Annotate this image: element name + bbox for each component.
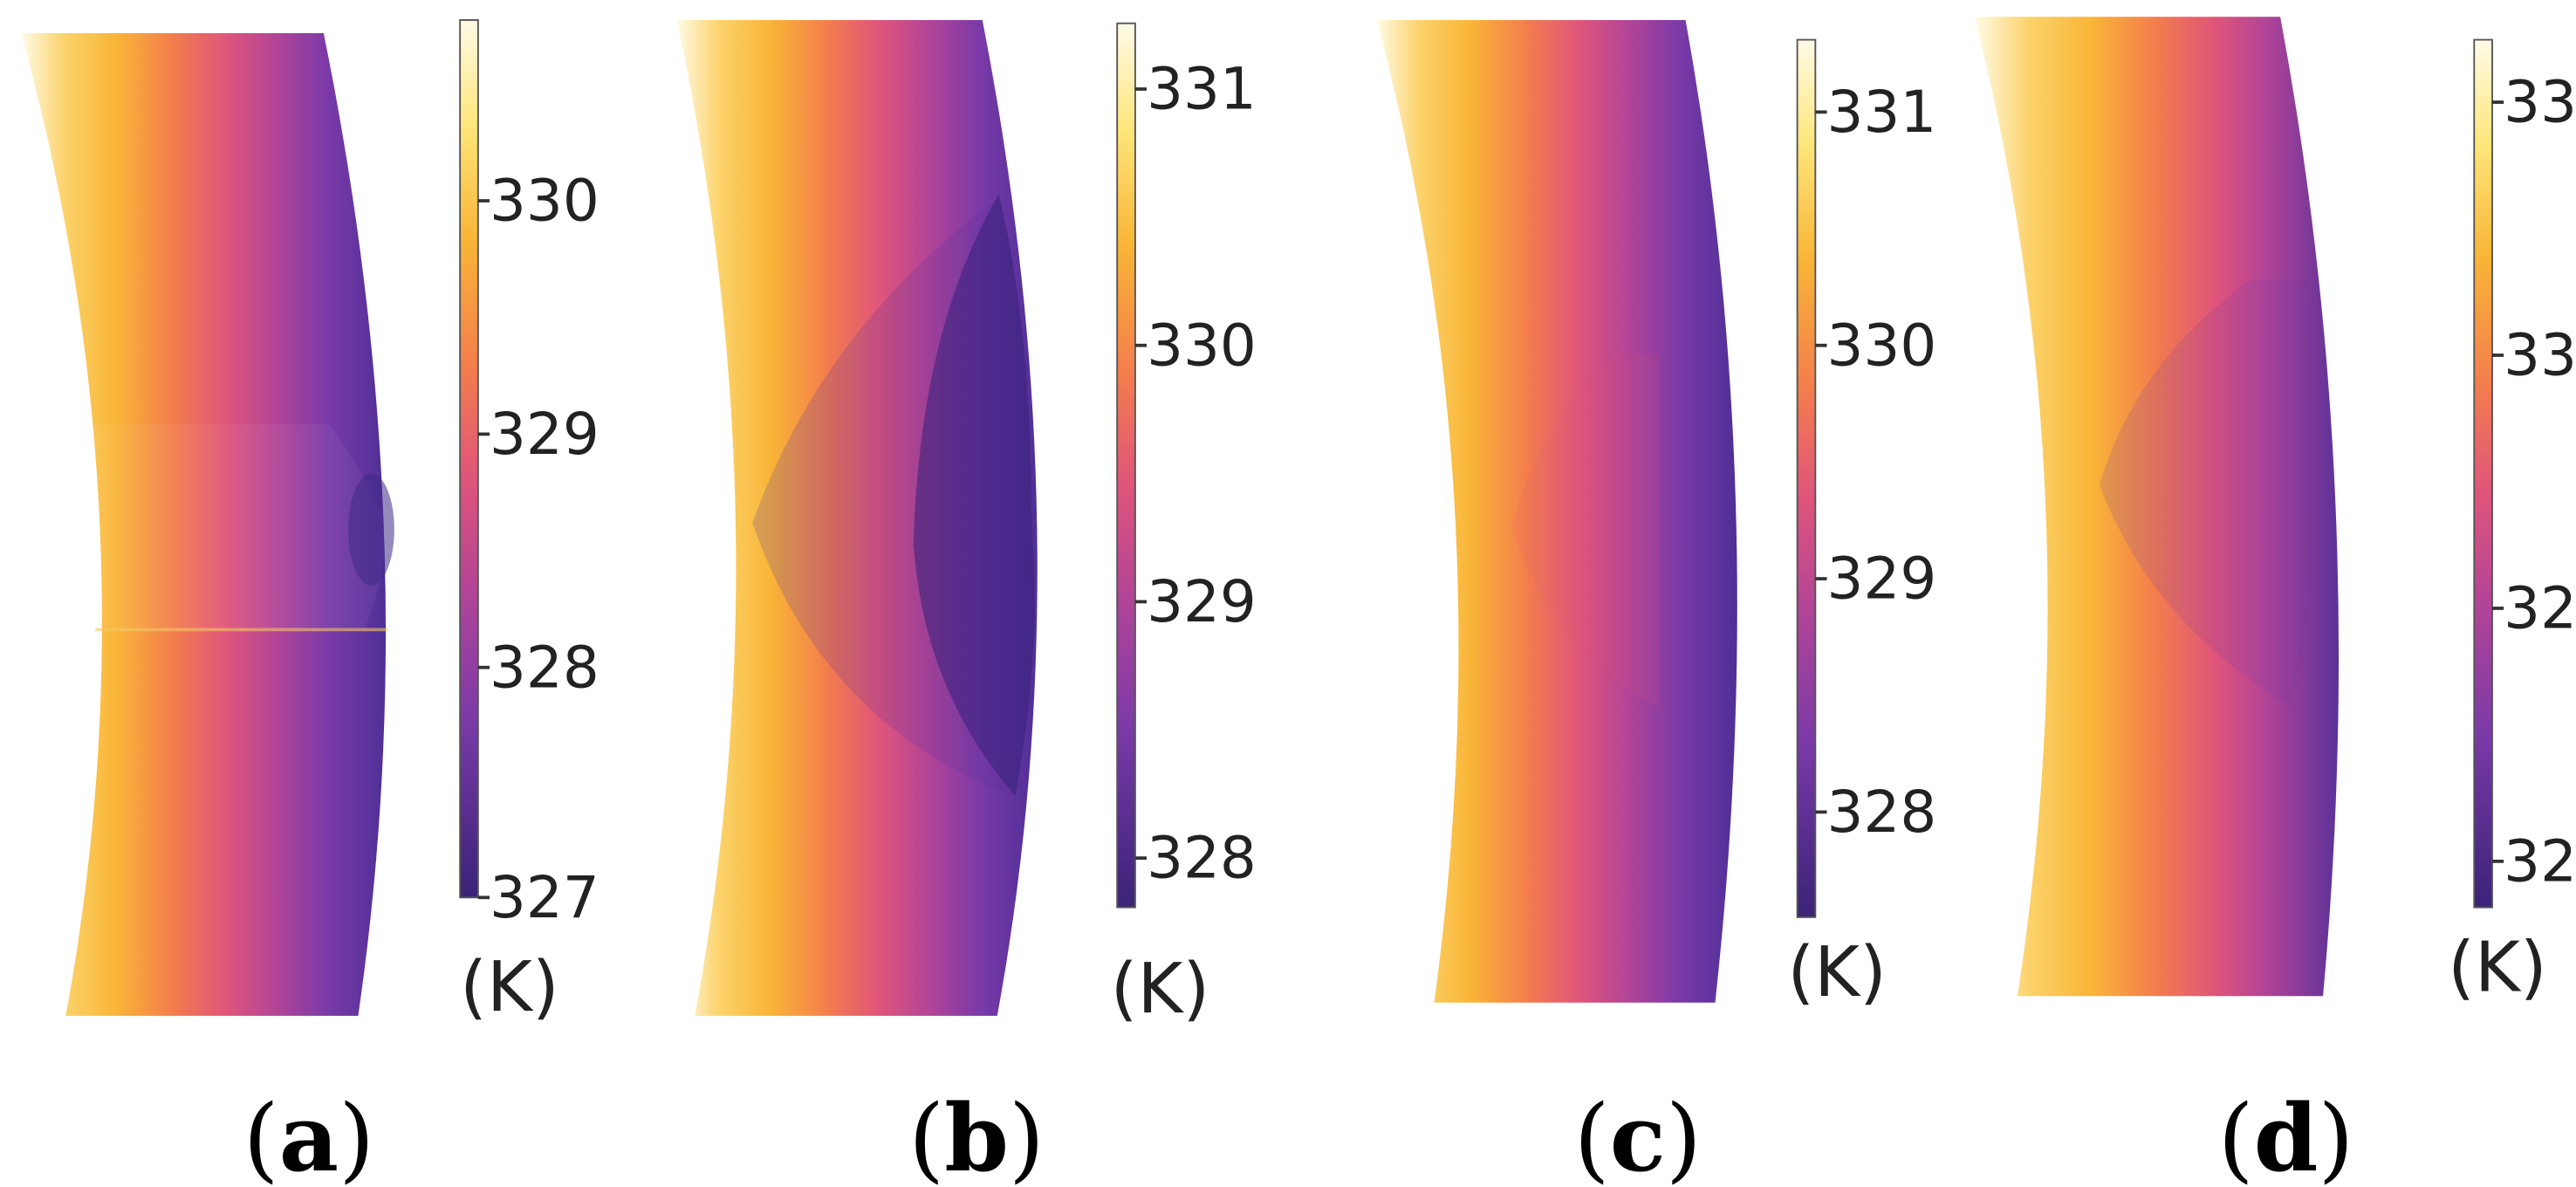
tick-label-c-3: 328 <box>1827 779 1937 846</box>
panel-d: 331 330 329 328 (K) <box>1974 17 2576 1008</box>
panel-caption-d: (d) <box>2218 1084 2354 1187</box>
colorbar-ticks-a <box>477 199 490 900</box>
tick-label-b-0: 331 <box>1147 56 1257 123</box>
panel-a: 330 329 328 327 (K) <box>21 19 599 1027</box>
colorbar-ticks-b <box>1134 87 1148 860</box>
tick-label-c-2: 329 <box>1827 545 1937 613</box>
cold-core-b <box>913 194 1035 796</box>
tick-label-a-0: 330 <box>490 168 599 235</box>
colorbar-b <box>1116 22 1136 909</box>
tick-label-b-2: 329 <box>1147 568 1257 635</box>
temperature-field-a <box>21 33 387 1016</box>
colorbar-a <box>459 19 479 899</box>
tick-label-d-2: 329 <box>2504 575 2576 642</box>
temperature-field-b <box>676 19 1038 1016</box>
panel-caption-b: (b) <box>908 1084 1045 1187</box>
colorbar-c <box>1796 38 1817 918</box>
panel-b: 331 330 329 328 (K) <box>676 19 1257 1029</box>
colorbar-ticks-c <box>1815 110 1827 814</box>
tick-label-d-1: 330 <box>2504 322 2576 389</box>
panel-caption-c: (c) <box>1574 1084 1702 1187</box>
cold-spot-a <box>348 473 394 586</box>
hot-zone-overlay-a <box>90 424 388 628</box>
unit-label-a: (K) <box>460 947 559 1027</box>
tick-label-c-0: 331 <box>1827 79 1937 146</box>
tick-label-d-0: 331 <box>2504 69 2576 136</box>
unit-label-b: (K) <box>1111 949 1210 1029</box>
tick-label-b-3: 328 <box>1147 825 1257 892</box>
colorbar-d <box>2473 38 2493 909</box>
temperature-field-d <box>1974 17 2340 997</box>
inner-isotherm-d <box>2100 279 2318 707</box>
tick-label-d-3: 328 <box>2504 827 2576 895</box>
tick-label-a-1: 329 <box>490 401 599 468</box>
tick-label-a-3: 327 <box>490 864 599 931</box>
tick-label-c-1: 330 <box>1827 312 1937 379</box>
tick-label-b-1: 330 <box>1147 312 1257 379</box>
panel-caption-a: (a) <box>243 1084 375 1187</box>
inner-isotherm-c <box>1511 353 1660 707</box>
panel-c: 331 330 329 328 (K) <box>1376 19 1937 1012</box>
tick-label-a-2: 328 <box>490 634 599 701</box>
temperature-field-c <box>1376 19 1737 1003</box>
colorbar-ticks-d <box>2491 100 2504 863</box>
unit-label-d: (K) <box>2448 928 2547 1008</box>
unit-label-c: (K) <box>1787 932 1887 1012</box>
